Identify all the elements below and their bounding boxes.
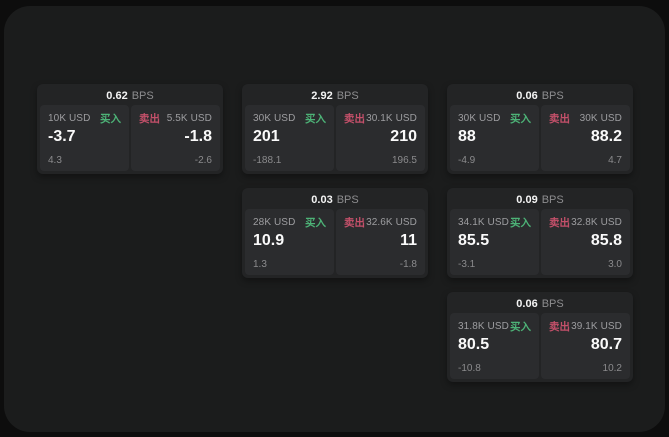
buy-button[interactable]: 买入 [305,217,326,229]
sell-panel[interactable]: 卖出 32.6K USD 11 -1.8 [336,209,425,275]
sell-panel[interactable]: 卖出 30K USD 88.2 4.7 [541,105,630,171]
sell-change: -1.8 [399,259,417,270]
spread-unit: BPS [541,298,564,310]
quote-card: 0.62 BPS 10K USD 买入 -3.7 4.3 卖出 5.5K USD [37,84,223,174]
sell-change: 10.2 [602,363,622,374]
sell-price: 210 [390,128,417,145]
spread-value: 0.62 [106,90,128,102]
buy-amount: 28K USD [253,217,296,228]
sell-button[interactable]: 卖出 [344,217,365,229]
buy-price: 88 [458,128,476,145]
buy-amount: 30K USD [458,113,501,124]
sell-panel[interactable]: 卖出 30.1K USD 210 196.5 [336,105,425,171]
buy-button[interactable]: 买入 [510,113,531,125]
quotes-panel: 0.62 BPS 10K USD 买入 -3.7 4.3 卖出 5.5K USD [4,6,665,432]
spread-unit: BPS [336,90,359,102]
quote-card: 0.06 BPS 31.8K USD 买入 80.5 -10.8 卖出 39.1… [447,292,633,382]
buy-button[interactable]: 买入 [100,113,121,125]
buy-change: 1.3 [253,259,267,270]
spread-value: 0.06 [516,90,538,102]
spread-value: 0.09 [516,194,538,206]
sell-price: 88.2 [590,128,622,145]
sell-price: 80.7 [590,336,622,353]
buy-change: -10.8 [458,363,481,374]
buy-panel[interactable]: 31.8K USD 买入 80.5 -10.8 [450,313,539,379]
buy-change: -4.9 [458,155,476,166]
spread-value: 0.06 [516,298,538,310]
sell-button[interactable]: 卖出 [549,217,570,229]
sell-button[interactable]: 卖出 [139,113,160,125]
sell-amount: 30K USD [579,113,622,124]
quote-card: 0.09 BPS 34.1K USD 买入 85.5 -3.1 卖出 32.8K… [447,188,633,278]
spread-header: 2.92 BPS [245,87,425,105]
quote-grid: 0.62 BPS 10K USD 买入 -3.7 4.3 卖出 5.5K USD [37,84,633,382]
quote-card: 0.03 BPS 28K USD 买入 10.9 1.3 卖出 32.6K US… [242,188,428,278]
sell-amount: 32.6K USD [366,217,417,228]
sell-amount: 39.1K USD [571,321,622,332]
sell-change: 196.5 [391,155,417,166]
buy-panel[interactable]: 34.1K USD 买入 85.5 -3.1 [450,209,539,275]
spread-header: 0.62 BPS [40,87,220,105]
sell-panel[interactable]: 卖出 5.5K USD -1.8 -2.6 [131,105,220,171]
sell-change: 3.0 [608,259,622,270]
buy-button[interactable]: 买入 [510,321,531,333]
buy-price: 80.5 [458,336,490,353]
buy-amount: 34.1K USD [458,217,509,228]
buy-price: 85.5 [458,232,490,249]
spread-header: 0.09 BPS [450,191,630,209]
buy-button[interactable]: 买入 [510,217,531,229]
spread-unit: BPS [541,90,564,102]
quote-card: 0.06 BPS 30K USD 买入 88 -4.9 卖出 30K USD [447,84,633,174]
buy-panel[interactable]: 10K USD 买入 -3.7 4.3 [40,105,129,171]
sell-price: 11 [400,232,417,249]
sell-button[interactable]: 卖出 [549,113,570,125]
buy-change: -3.1 [458,259,476,270]
sell-button[interactable]: 卖出 [344,113,365,125]
spread-unit: BPS [131,90,154,102]
sell-price: -1.8 [184,128,212,145]
sell-panel[interactable]: 卖出 39.1K USD 80.7 10.2 [541,313,630,379]
sell-change: -2.6 [194,155,212,166]
buy-price: 201 [253,128,280,145]
spread-value: 0.03 [311,194,333,206]
buy-amount: 31.8K USD [458,321,509,332]
buy-panel[interactable]: 30K USD 买入 88 -4.9 [450,105,539,171]
buy-amount: 30K USD [253,113,296,124]
buy-price: 10.9 [253,232,285,249]
spread-header: 0.03 BPS [245,191,425,209]
sell-change: 4.7 [608,155,622,166]
sell-button[interactable]: 卖出 [549,321,570,333]
spread-value: 2.92 [311,90,333,102]
buy-panel[interactable]: 28K USD 买入 10.9 1.3 [245,209,334,275]
buy-price: -3.7 [48,128,76,145]
spread-unit: BPS [541,194,564,206]
buy-panel[interactable]: 30K USD 买入 201 -188.1 [245,105,334,171]
sell-amount: 5.5K USD [166,113,212,124]
sell-panel[interactable]: 卖出 32.8K USD 85.8 3.0 [541,209,630,275]
sell-price: 85.8 [590,232,622,249]
sell-amount: 32.8K USD [571,217,622,228]
quote-card: 2.92 BPS 30K USD 买入 201 -188.1 卖出 30.1K … [242,84,428,174]
buy-amount: 10K USD [48,113,91,124]
buy-change: 4.3 [48,155,62,166]
spread-unit: BPS [336,194,359,206]
sell-amount: 30.1K USD [366,113,417,124]
spread-header: 0.06 BPS [450,295,630,313]
buy-button[interactable]: 买入 [305,113,326,125]
spread-header: 0.06 BPS [450,87,630,105]
buy-change: -188.1 [253,155,282,166]
